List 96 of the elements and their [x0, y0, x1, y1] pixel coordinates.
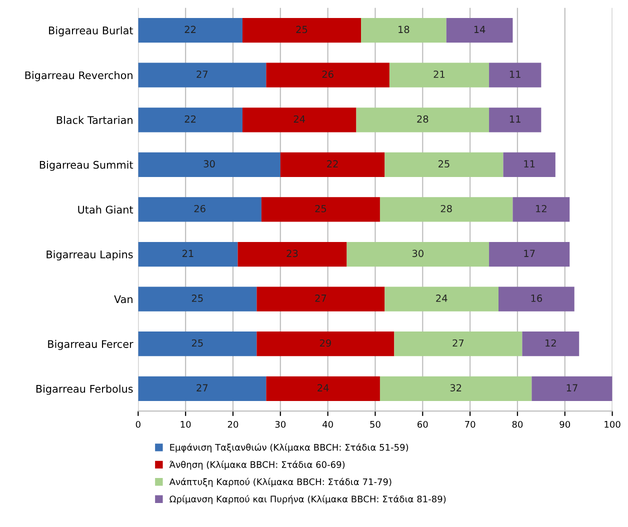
- bar: [356, 108, 490, 132]
- bar: [380, 197, 513, 222]
- data-label: 21: [182, 250, 194, 257]
- data-label: 24: [318, 384, 329, 392]
- data-label: 11: [524, 160, 535, 168]
- data-label: 26: [194, 204, 206, 212]
- x-tick-label: 50: [370, 420, 380, 428]
- data-label: 16: [531, 294, 542, 302]
- data-label: 17: [524, 250, 535, 257]
- data-label: 32: [450, 384, 462, 392]
- bar: [532, 376, 612, 401]
- bar: [389, 62, 490, 88]
- bar: [446, 18, 513, 43]
- data-label: 30: [412, 250, 424, 258]
- data-label: 25: [315, 204, 326, 212]
- bar: [394, 332, 522, 356]
- data-label: 22: [184, 26, 196, 33]
- y-tick-label: Bigarreau Burlat: [49, 26, 134, 36]
- data-label: 27: [452, 339, 464, 347]
- bar: [266, 376, 380, 401]
- bar: [503, 152, 556, 178]
- data-label: 23: [286, 250, 298, 258]
- bar: [266, 62, 390, 88]
- bar: [361, 18, 446, 43]
- data-label: 27: [315, 294, 326, 302]
- data-label: 17: [566, 384, 578, 392]
- data-label: 18: [398, 26, 410, 34]
- bar: [138, 62, 266, 88]
- y-tick-label: Bigarreau Reverchon: [25, 71, 132, 82]
- x-tick-label: 90: [560, 420, 570, 428]
- data-label: 28: [417, 115, 428, 123]
- data-label: 30: [204, 160, 215, 168]
- data-label: 11: [510, 115, 520, 123]
- y-tick-label: Van: [114, 295, 132, 304]
- y-tick-label: Bigarreau Ferbolus: [36, 384, 133, 395]
- x-tick-label: 100: [604, 420, 620, 428]
- data-label: 12: [546, 339, 556, 347]
- bar: [384, 286, 499, 312]
- legend-label: Ανάπτυξη Καρπού (Κλίμακα BBCH: Στάδια 71-79): [169, 478, 392, 487]
- x-tick-label: 80: [512, 420, 523, 428]
- x-tick-label: 20: [228, 420, 238, 428]
- x-tick-label: 40: [322, 420, 333, 428]
- bar: [256, 286, 385, 312]
- data-label: 27: [196, 384, 208, 392]
- bar: [261, 197, 380, 222]
- bar: [138, 286, 257, 312]
- bar: [280, 152, 385, 178]
- y-tick-label: Bigarreau Lapins: [46, 250, 133, 260]
- bar: [346, 242, 490, 267]
- bar: [242, 18, 362, 43]
- bar: [498, 286, 574, 312]
- data-label: 27: [196, 70, 208, 78]
- bar: [380, 376, 532, 401]
- x-tick-label: 60: [418, 420, 428, 428]
- data-label: 28: [440, 204, 452, 212]
- bar: [138, 108, 242, 132]
- bar: [256, 332, 394, 356]
- bar: [138, 197, 262, 222]
- bar: [238, 242, 347, 267]
- y-tick-label: Bigarreau Summit: [40, 160, 134, 171]
- data-label: 24: [436, 294, 448, 302]
- bar: [384, 152, 504, 178]
- data-label: 21: [434, 70, 445, 78]
- data-label: 25: [296, 26, 308, 34]
- bar: [512, 197, 570, 222]
- bar: [138, 152, 280, 178]
- data-label: 12: [536, 204, 546, 212]
- legend-label: Εμφάνιση Ταξιανθιών (Κλίμακα BBCH: Στάδια 51-59): [170, 443, 408, 452]
- bar: [489, 242, 570, 267]
- y-tick-label: Black Tartarian: [56, 116, 132, 124]
- data-label: 24: [294, 115, 306, 123]
- data-label: 22: [327, 160, 338, 168]
- x-tick-label: 10: [180, 420, 191, 428]
- bar: [138, 332, 257, 356]
- bar: [138, 242, 238, 267]
- x-tick-label: 30: [275, 420, 286, 428]
- legend-label: Ωρίμανση Καρπού και Πυρήνα (Κλίμακα BBCH: Στάδια 81-89): [170, 495, 446, 504]
- bar: [138, 376, 266, 401]
- data-label: 22: [184, 115, 196, 123]
- x-tick-label: 0: [136, 420, 140, 428]
- legend-label: Άνθηση (Κλίμακα BBCH: Στάδια 60-69): [169, 460, 345, 470]
- bar: [242, 108, 356, 132]
- data-label: 11: [510, 70, 520, 78]
- data-label: 25: [192, 339, 203, 347]
- y-tick-label: Bigarreau Fercer: [48, 340, 134, 350]
- data-label: 29: [320, 339, 331, 347]
- y-tick-label: Utah Giant: [78, 206, 134, 214]
- bar: [522, 332, 580, 356]
- bar: [489, 108, 542, 132]
- x-tick-label: 70: [465, 420, 476, 428]
- bar: [489, 62, 542, 88]
- data-label: 26: [322, 70, 334, 78]
- data-label: 25: [438, 160, 450, 168]
- data-label: 14: [474, 26, 486, 33]
- bar: [138, 18, 242, 43]
- data-label: 25: [192, 294, 203, 302]
